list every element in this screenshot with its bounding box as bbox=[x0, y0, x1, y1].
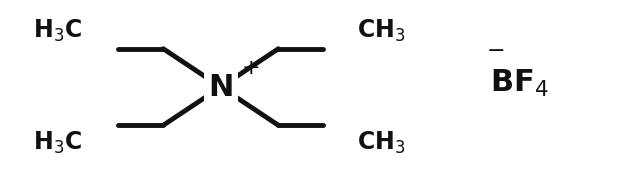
Text: −: − bbox=[486, 41, 505, 61]
Text: H$_3$C: H$_3$C bbox=[33, 130, 82, 156]
Text: BF$_4$: BF$_4$ bbox=[490, 68, 548, 99]
Text: CH$_3$: CH$_3$ bbox=[356, 130, 405, 156]
Text: +: + bbox=[241, 58, 260, 78]
Text: N: N bbox=[208, 73, 234, 101]
Text: CH$_3$: CH$_3$ bbox=[356, 18, 405, 44]
Text: H$_3$C: H$_3$C bbox=[33, 18, 82, 44]
